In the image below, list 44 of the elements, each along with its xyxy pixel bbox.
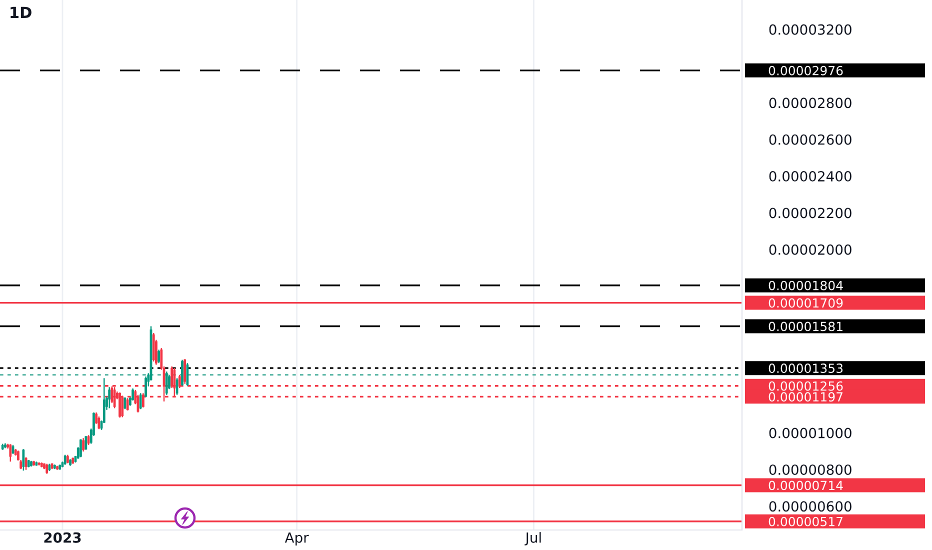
candlestick bbox=[82, 437, 85, 452]
candlestick bbox=[165, 370, 168, 396]
candlestick bbox=[64, 454, 66, 466]
candlestick bbox=[139, 392, 142, 410]
y-tick-label: 0.00003200 bbox=[769, 24, 852, 35]
y-tick-label: 0.00002600 bbox=[769, 134, 852, 145]
candlestick bbox=[9, 444, 12, 462]
y-tick-label: 0.00001000 bbox=[769, 428, 852, 438]
ref-line-label: 0.00001197 bbox=[768, 392, 842, 402]
y-tick-label: 0.00002400 bbox=[769, 171, 852, 182]
x-tick-label: 2023 bbox=[44, 532, 81, 543]
candlestick bbox=[176, 378, 178, 396]
candlestick bbox=[84, 435, 88, 450]
candlestick bbox=[181, 359, 184, 386]
candlestick bbox=[184, 358, 186, 384]
candlestick bbox=[98, 416, 100, 430]
ref-line-label: 0.00001709 bbox=[768, 298, 843, 308]
candlestick bbox=[24, 456, 28, 470]
candlestick bbox=[158, 349, 160, 364]
candlestick bbox=[87, 434, 90, 446]
candlestick bbox=[46, 463, 48, 475]
ref-line-label: 0.00000714 bbox=[768, 480, 843, 490]
y-tick-label: 0.00000800 bbox=[769, 464, 852, 475]
ref-line-label: 0.00000517 bbox=[768, 516, 842, 526]
ref-line-label: 0.00001804 bbox=[768, 280, 843, 290]
candlestick bbox=[186, 362, 189, 386]
ref-line-label: 0.00001581 bbox=[768, 322, 842, 332]
candlestick bbox=[144, 376, 147, 398]
x-tick-label: Jul bbox=[524, 532, 541, 546]
candlestick bbox=[108, 386, 111, 409]
candlestick bbox=[124, 396, 126, 410]
x-tick-label: Apr bbox=[284, 532, 309, 546]
y-tick-label: 0.00002800 bbox=[769, 98, 852, 108]
candlestick bbox=[80, 438, 82, 458]
candlestick bbox=[22, 448, 25, 472]
ref-line-label: 0.00001256 bbox=[768, 381, 843, 391]
ref-line-label: 0.00001353 bbox=[768, 364, 843, 373]
y-tick-label: 0.00000600 bbox=[769, 501, 852, 512]
y-tick-label: 0.00002200 bbox=[769, 208, 852, 218]
candlestick bbox=[168, 374, 170, 390]
ref-line-label: 0.00002976 bbox=[768, 66, 843, 76]
chart-title: 1D bbox=[10, 6, 32, 18]
candlestick bbox=[136, 394, 140, 414]
y-tick-label: 0.00002000 bbox=[769, 244, 852, 255]
